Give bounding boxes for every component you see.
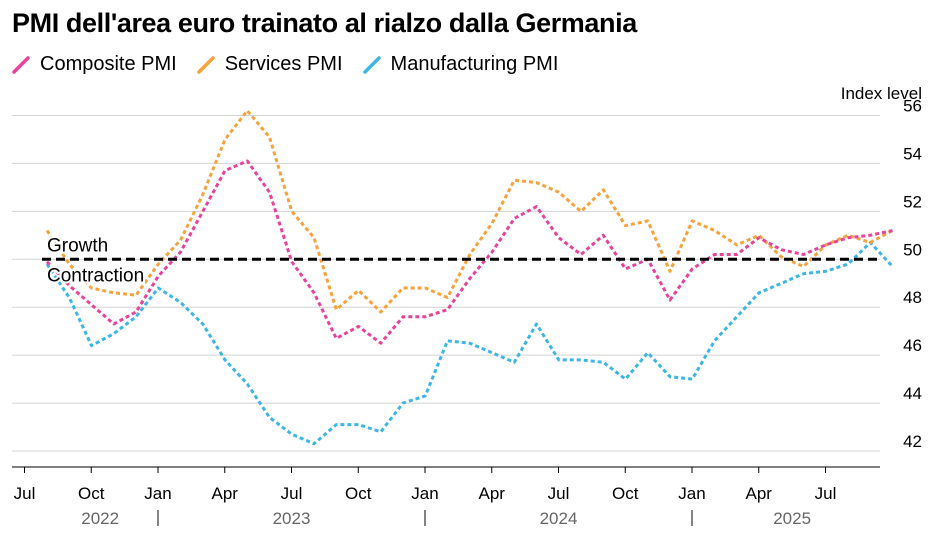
series-line-manufacturing-pmi [45, 241, 894, 446]
x-tick-label: Jan [144, 484, 171, 503]
x-tick-label: Jan [411, 484, 438, 503]
x-tick-label: Apr [746, 484, 773, 503]
x-tick-label: Oct [78, 484, 105, 503]
legend-label-composite: Composite PMI [40, 53, 177, 75]
x-tick-label: Apr [212, 484, 239, 503]
x-tick-label: Jul [548, 484, 570, 503]
contraction-label: Contraction [47, 265, 144, 286]
legend-swatch-services [196, 55, 215, 74]
y-tick-label: 48 [903, 288, 922, 307]
year-label: 2024 [540, 509, 578, 528]
legend-swatch-manufacturing [362, 55, 381, 74]
legend-item-services: Services PMI [196, 53, 343, 76]
y-tick-label: 44 [903, 384, 922, 403]
legend-label-manufacturing: Manufacturing PMI [390, 53, 559, 75]
legend-swatch-composite [12, 55, 30, 74]
x-tick-label: Oct [612, 484, 639, 503]
growth-label: Growth [47, 235, 108, 256]
legend-item-composite: Composite PMI [12, 53, 177, 76]
legend: Composite PMI Services PMI Manufacturing… [12, 53, 578, 76]
x-tick-label: Jul [815, 484, 837, 503]
x-tick-label: Jan [678, 484, 705, 503]
y-tick-label: 50 [903, 240, 922, 259]
x-axis: Jul Oct Jan Apr Jul Oct Jan Apr Jul Oct Jan Apr Jul2… [12, 466, 880, 528]
chart-title: PMI dell'area euro trainato al rialzo da… [12, 8, 637, 38]
series-line-composite-pmi [45, 159, 893, 345]
x-tick-label: Jul [14, 484, 36, 503]
gridlines [12, 115, 880, 452]
y-tick-label: 46 [903, 336, 922, 355]
y-tick-label: 52 [903, 192, 922, 211]
y-tick-label: 56 [903, 97, 922, 116]
y-tick-label: 54 [903, 144, 922, 163]
x-tick-label: Oct [345, 484, 372, 503]
threshold-group: Growth Contraction [42, 233, 878, 288]
y-tick-label: 42 [903, 432, 922, 451]
year-label: 2025 [773, 509, 811, 528]
y-axis-title: Index level [841, 84, 922, 103]
x-tick-label: Jul [281, 484, 303, 503]
x-tick-label: Apr [479, 484, 506, 503]
series-lines [45, 109, 894, 446]
series-line-services-pmi [45, 109, 894, 314]
legend-item-manufacturing: Manufacturing PMI [362, 53, 559, 76]
year-label: 2022 [81, 509, 119, 528]
year-label: 2023 [273, 509, 311, 528]
legend-label-services: Services PMI [224, 53, 343, 75]
